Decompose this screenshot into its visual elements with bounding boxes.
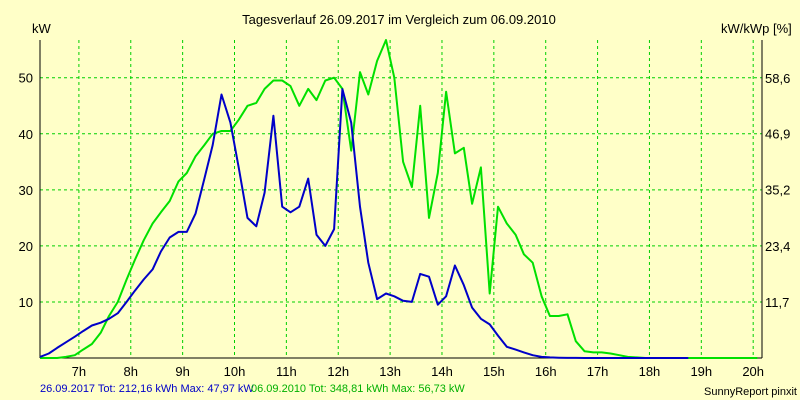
x-tick-label: 10h <box>224 364 246 379</box>
x-tick-label: 18h <box>639 364 661 379</box>
y-right-tick-label: 23,4 <box>765 239 790 254</box>
footer-series-2010-summary: 06.09.2010 Tot: 348,81 kWh Max: 56,73 kW <box>251 383 465 395</box>
y-axis-left-label: kW <box>32 21 52 36</box>
y-left-tick-label: 30 <box>19 183 33 198</box>
y-axis-right-label: kW/kWp [%] <box>721 21 792 36</box>
x-tick-label: 15h <box>483 364 505 379</box>
chart-title: Tagesverlauf 26.09.2017 im Vergleich zum… <box>242 12 556 27</box>
x-tick-label: 13h <box>379 364 401 379</box>
x-tick-label: 20h <box>742 364 764 379</box>
x-tick-label: 17h <box>587 364 609 379</box>
y-left-tick-label: 40 <box>19 127 33 142</box>
y-right-tick-label: 58,6 <box>765 71 790 86</box>
y-right-tick-label: 46,9 <box>765 127 790 142</box>
footer-series-2017-summary: 26.09.2017 Tot: 212,16 kWh Max: 47,97 kW <box>40 383 254 395</box>
x-tick-label: 9h <box>175 364 189 379</box>
x-tick-label: 16h <box>535 364 557 379</box>
y-left-tick-label: 10 <box>19 295 33 310</box>
y-right-tick-label: 35,2 <box>765 183 790 198</box>
footer-credit: SunnyReport pinxit <box>704 386 797 398</box>
plot-area: 7h 8h 9h 10h 11h 12h 13h 14h 15h 16h 17h 18h 19h 20h 1… <box>19 39 790 379</box>
y-left-tick-label: 20 <box>19 239 33 254</box>
x-tick-label: 12h <box>327 364 349 379</box>
x-tick-label: 8h <box>124 364 138 379</box>
x-tick-label: 7h <box>72 364 86 379</box>
x-tick-label: 14h <box>431 364 453 379</box>
y-right-tick-label: 11,7 <box>765 295 789 310</box>
series-line-26-09-2017 <box>39 88 689 359</box>
x-tick-label: 11h <box>276 364 297 379</box>
x-tick-label: 19h <box>690 364 712 379</box>
y-left-tick-label: 50 <box>19 71 33 86</box>
